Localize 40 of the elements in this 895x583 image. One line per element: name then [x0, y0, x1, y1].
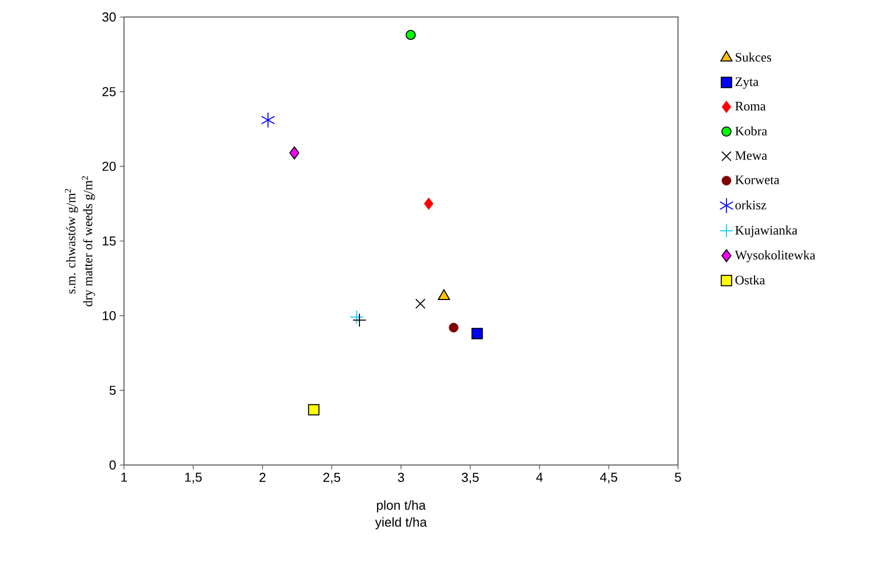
- y-tick-label: 20: [102, 162, 116, 171]
- y-tick-label: 30: [102, 12, 116, 22]
- legend-label: Wysokolitewka: [734, 250, 816, 262]
- y-tick-label: 25: [102, 87, 116, 96]
- x-tick-label: 1: [121, 472, 127, 482]
- legend-label: Korweta: [735, 176, 780, 184]
- point: [289, 146, 300, 160]
- y-tick-label: 5: [110, 386, 116, 395]
- x-tick-label: 2,5: [323, 472, 340, 484]
- text: dry matter of weeds g/m$^{2}$: [82, 176, 95, 306]
- x-tick-label: 2: [260, 472, 266, 482]
- y-tick-label: 0: [110, 460, 116, 470]
- x-tick-label: 3: [398, 472, 404, 482]
- point: [308, 404, 320, 416]
- point: [424, 197, 434, 210]
- legend-label: Zyta: [736, 77, 758, 89]
- text: s.m. chwastów g/m$^{2}$: [64, 188, 78, 294]
- point: [406, 30, 416, 40]
- y-tick-label: 15: [102, 236, 116, 246]
- point: [352, 313, 366, 328]
- point: [471, 328, 483, 340]
- legend-label: Kobra: [735, 126, 768, 136]
- x-tick-label: 4,5: [600, 472, 618, 484]
- x-tick-label: 1,5: [185, 472, 202, 484]
- legend-label: Mewa: [735, 151, 768, 160]
- text: yield t/ha: [375, 517, 427, 530]
- legend-label: Roma: [735, 102, 766, 110]
- legend-label: Sukces: [736, 52, 772, 62]
- point: [448, 322, 458, 332]
- legend-label: Kujawianka: [735, 225, 798, 238]
- x-tick-label: 5: [674, 472, 682, 482]
- legend-label: orkisz: [735, 200, 766, 210]
- point: [350, 310, 364, 324]
- point: [261, 112, 276, 128]
- text: plon t/ha: [376, 500, 426, 512]
- x-tick-label: 3,5: [462, 472, 479, 484]
- y-tick-label: 10: [102, 311, 116, 320]
- point: [415, 298, 426, 309]
- x-tick-label: 4: [536, 472, 543, 482]
- legend-label: Ostka: [735, 275, 765, 284]
